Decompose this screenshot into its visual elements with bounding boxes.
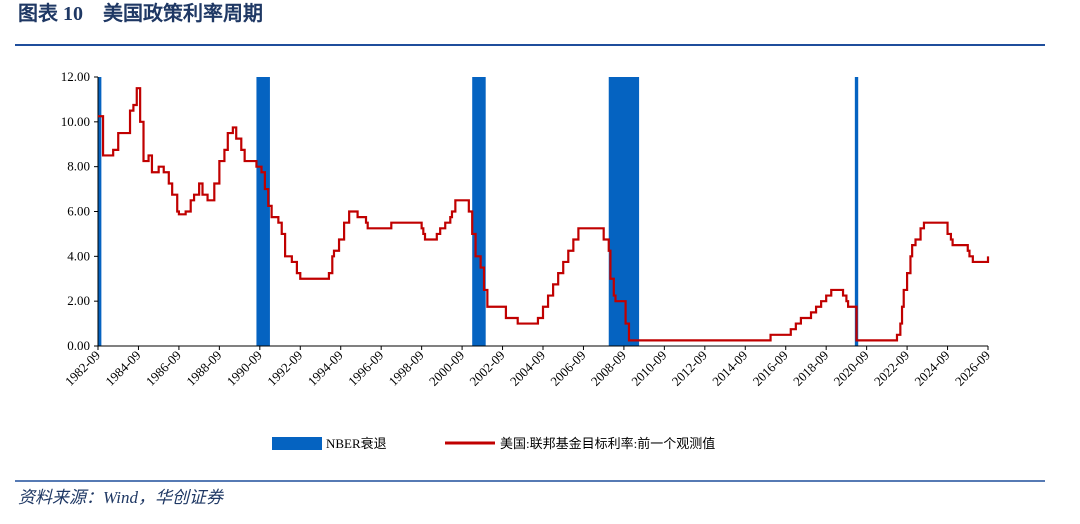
recession-bar <box>98 77 102 346</box>
x-tick-label: 2010-09 <box>628 348 669 389</box>
x-tick-label: 1998-09 <box>386 348 427 389</box>
x-tick-label: 1996-09 <box>345 348 386 389</box>
recession-bar <box>256 77 270 346</box>
recession-bar <box>608 77 640 346</box>
y-tick-label: 2.00 <box>67 293 90 308</box>
x-tick-label: 1994-09 <box>305 348 346 389</box>
x-tick-label: 1986-09 <box>143 348 184 389</box>
x-tick-label: 1990-09 <box>224 348 265 389</box>
y-tick-label: 12.00 <box>61 69 90 84</box>
legend-label: NBER衰退 <box>326 436 387 451</box>
x-tick-label: 1988-09 <box>183 348 224 389</box>
x-tick-label: 2012-09 <box>669 348 710 389</box>
x-tick-label: 2014-09 <box>709 348 750 389</box>
source: 资料来源：Wind，华创证券 <box>18 488 225 507</box>
x-tick-label: 1984-09 <box>102 348 143 389</box>
chart-title: 图表 10 美国政策利率周期 <box>18 1 263 25</box>
y-tick-label: 8.00 <box>67 159 90 174</box>
x-tick-label: 2016-09 <box>750 348 791 389</box>
recession-bar <box>472 77 486 346</box>
legend-swatch <box>272 437 322 450</box>
legend-label: 美国:联邦基金目标利率:前一个观测值 <box>500 436 715 451</box>
y-tick-label: 6.00 <box>67 204 90 219</box>
x-tick-label: 2026-09 <box>952 348 993 389</box>
x-tick-label: 2022-09 <box>871 348 912 389</box>
y-tick-label: 0.00 <box>67 338 90 353</box>
x-tick-label: 2008-09 <box>588 348 629 389</box>
recession-bar <box>854 77 859 346</box>
x-tick-label: 2004-09 <box>507 348 548 389</box>
x-tick-label: 2018-09 <box>790 348 831 389</box>
x-tick-label: 1992-09 <box>264 348 305 389</box>
x-tick-label: 2006-09 <box>547 348 588 389</box>
x-tick-label: 2024-09 <box>911 348 952 389</box>
rate-line <box>98 87 990 342</box>
y-tick-label: 4.00 <box>67 248 90 263</box>
y-tick-label: 10.00 <box>61 114 90 129</box>
x-tick-label: 2000-09 <box>426 348 467 389</box>
x-tick-label: 2002-09 <box>466 348 507 389</box>
x-tick-label: 1982-09 <box>62 348 103 389</box>
x-tick-label: 2020-09 <box>831 348 872 389</box>
